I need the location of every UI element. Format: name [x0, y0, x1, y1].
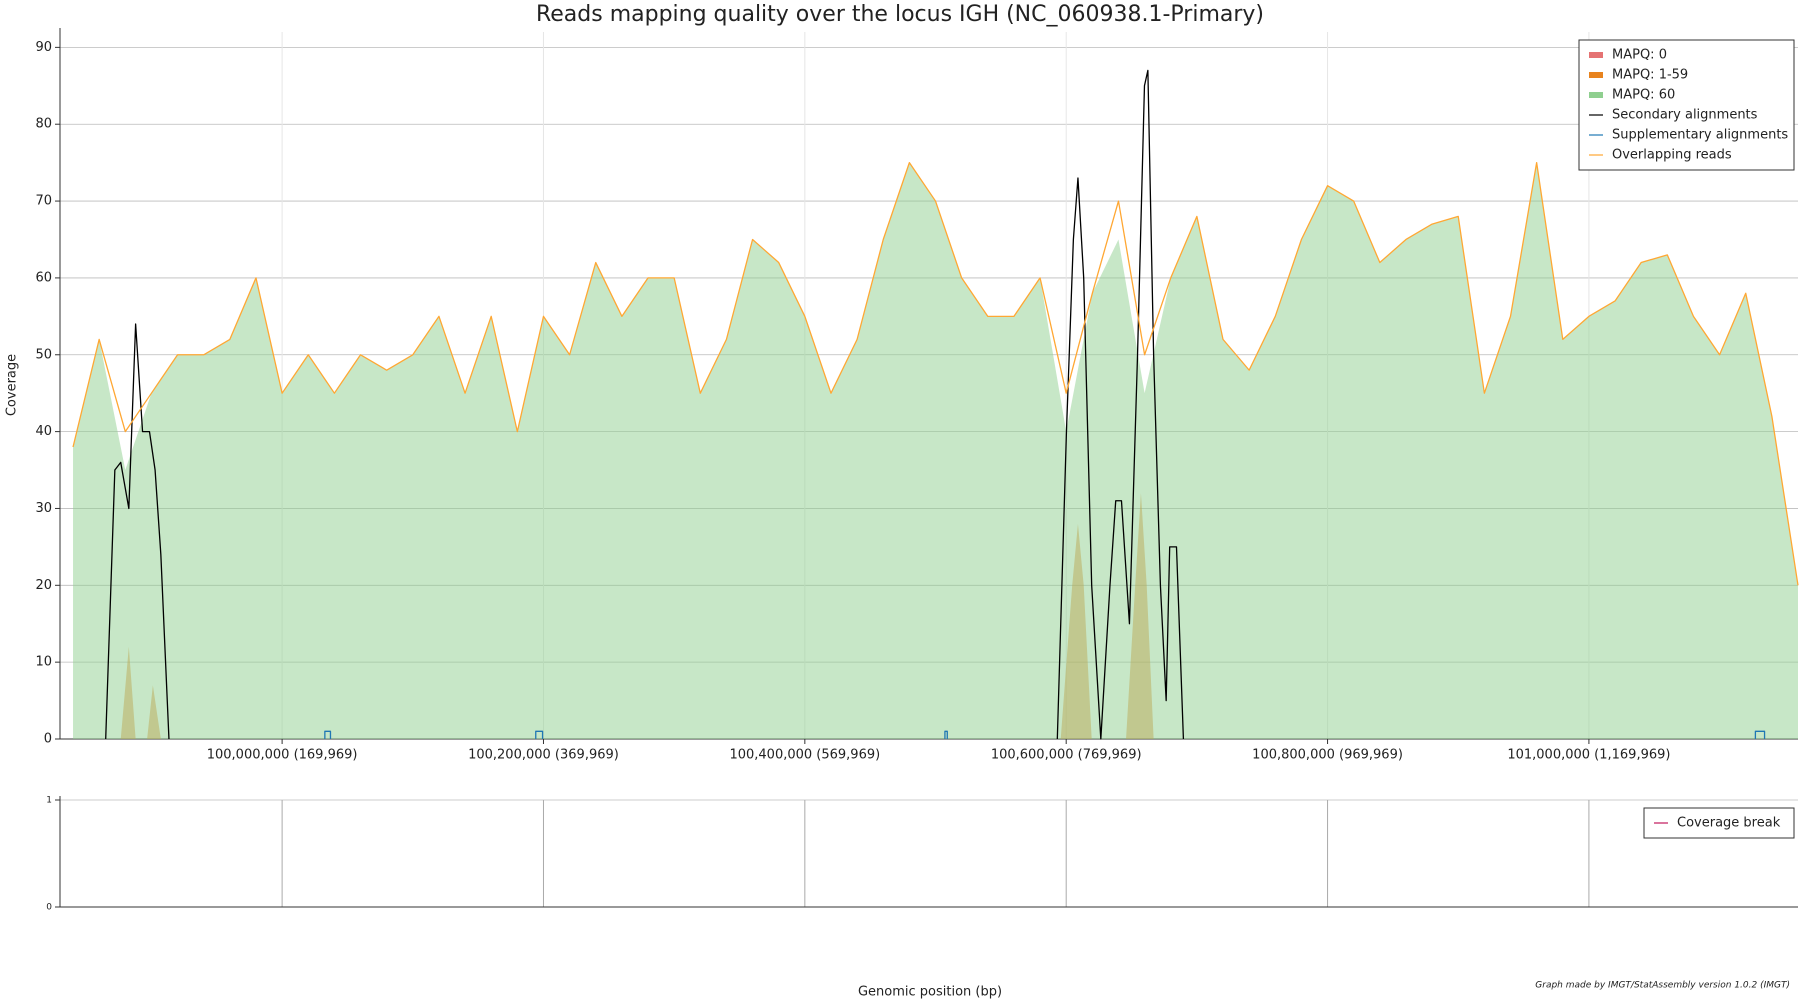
x-tick-label: 100,800,000 (969,969): [1252, 748, 1403, 763]
legend-label: MAPQ: 1-59: [1612, 68, 1688, 83]
y-tick-label: 50: [35, 347, 52, 362]
y-tick-label: 1: [46, 796, 52, 806]
line: [72, 161, 1799, 586]
line: [105, 69, 1185, 740]
x-tick-label: 101,000,000 (1,169,969): [1507, 748, 1670, 763]
y-tick-label: 90: [35, 40, 52, 55]
legend-label: MAPQ: 0: [1612, 48, 1667, 63]
x-tick-label: 100,600,000 (769,969): [991, 748, 1142, 763]
legend-box: [1643, 807, 1795, 839]
legend-swatch: [1589, 72, 1603, 78]
x-axis-label: Genomic position (bp): [858, 985, 1002, 1000]
y-tick-label: 0: [44, 732, 52, 747]
legend-label: Secondary alignments: [1612, 108, 1758, 123]
legend-box: [1578, 39, 1795, 171]
y-tick-label: 60: [35, 270, 52, 285]
y-tick-label: 80: [35, 117, 52, 132]
y-tick-label: 40: [35, 424, 52, 439]
area: [73, 162, 1798, 739]
legend-label: Overlapping reads: [1612, 148, 1732, 163]
y-axis-label: Coverage: [5, 354, 20, 416]
legend-label: Supplementary alignments: [1612, 128, 1788, 143]
annotation: Graph made by IMGT/StatAssembly version …: [1535, 981, 1790, 991]
y-tick-label: 20: [35, 578, 52, 593]
legend-label: MAPQ: 60: [1612, 88, 1675, 103]
y-tick-label: 30: [35, 501, 52, 516]
x-tick-label: 100,000,000 (169,969): [207, 748, 358, 763]
y-tick-label: 70: [35, 194, 52, 209]
chart-title: Reads mapping quality over the locus IGH…: [536, 2, 1264, 27]
x-tick-label: 100,200,000 (369,969): [468, 748, 619, 763]
line: [324, 730, 1766, 739]
y-tick-label: 10: [35, 655, 52, 670]
legend-label: Coverage break: [1677, 816, 1781, 831]
legend-swatch: [1589, 92, 1603, 98]
y-tick-label: 0: [46, 903, 52, 913]
x-tick-label: 100,400,000 (569,969): [729, 748, 880, 763]
legend-swatch: [1589, 52, 1603, 58]
